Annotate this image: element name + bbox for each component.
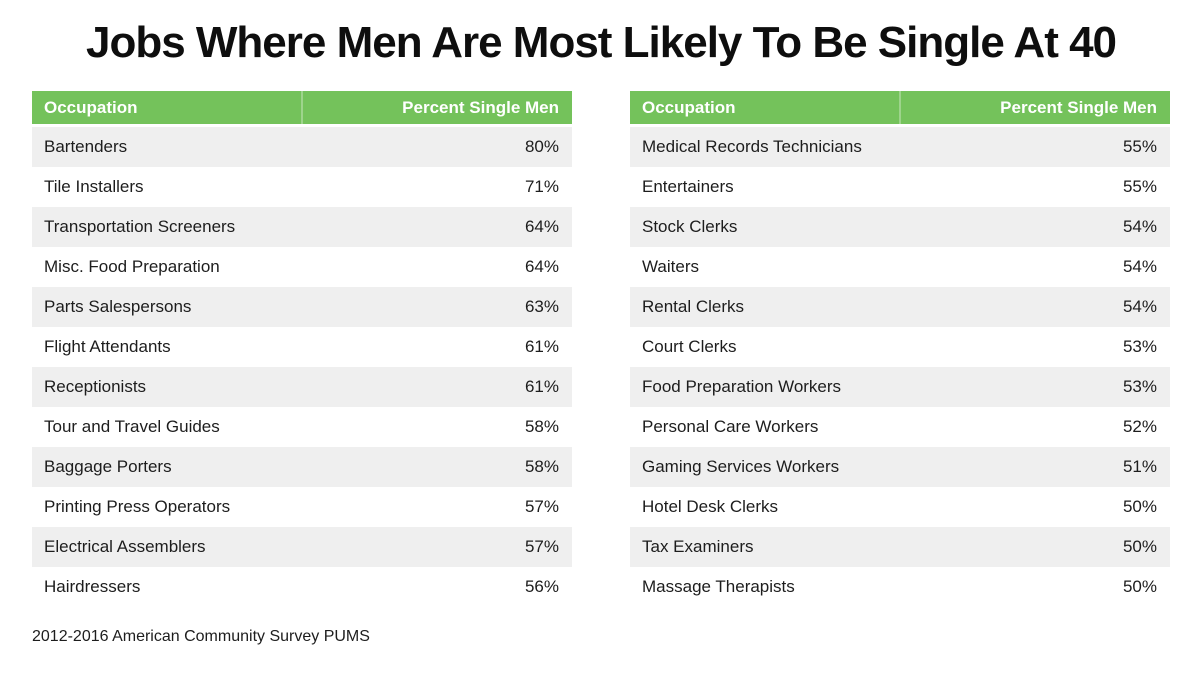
occupation-cell: Rental Clerks [642, 297, 745, 316]
table-row: Personal Care Workers 52% [630, 407, 1170, 447]
percent-cell: 58% [524, 417, 559, 436]
percent-cell: 80% [524, 137, 559, 156]
occupation-cell: Tile Installers [44, 177, 144, 196]
percent-cell: 64% [524, 217, 559, 236]
occupation-cell: Receptionists [44, 377, 147, 396]
table-row: Receptionists 61% [32, 367, 572, 407]
percent-cell: 58% [524, 457, 559, 476]
percent-cell: 54% [1122, 257, 1157, 276]
table-row: Waiters 54% [630, 247, 1170, 287]
occupation-column-header: Occupation [44, 97, 138, 117]
occupation-cell: Hairdressers [44, 577, 141, 596]
occupation-cell: Waiters [642, 257, 699, 276]
occupation-cell: Tax Examiners [642, 537, 754, 556]
percent-cell: 63% [524, 297, 559, 316]
table-row: Entertainers 55% [630, 167, 1170, 207]
table-row: Flight Attendants 61% [32, 327, 572, 367]
occupation-cell: Hotel Desk Clerks [642, 497, 779, 516]
right-table-header: Occupation Percent Single Men [630, 91, 1170, 127]
right-table: Occupation Percent Single Men Medical Re… [630, 91, 1170, 607]
table-row: Tour and Travel Guides 58% [32, 407, 572, 447]
table-row: Bartenders 80% [32, 127, 572, 167]
percent-cell: 71% [524, 177, 559, 196]
percent-cell: 52% [1122, 417, 1157, 436]
occupation-cell: Court Clerks [642, 337, 737, 356]
percent-cell: 56% [524, 577, 559, 596]
table-row: Medical Records Technicians 55% [630, 127, 1170, 167]
percent-column-header: Percent Single Men [898, 91, 1171, 124]
left-table: Occupation Percent Single Men Bartenders… [32, 91, 572, 607]
table-row: Parts Salespersons 63% [32, 287, 572, 327]
occupation-column-header: Occupation [642, 97, 736, 117]
table-row: Hotel Desk Clerks 50% [630, 487, 1170, 527]
percent-cell: 53% [1122, 377, 1157, 396]
table-row: Rental Clerks 54% [630, 287, 1170, 327]
occupation-cell: Massage Therapists [642, 577, 795, 596]
percent-cell: 54% [1122, 217, 1157, 236]
table-row: Baggage Porters 58% [32, 447, 572, 487]
page-title: Jobs Where Men Are Most Likely To Be Sin… [85, 18, 1117, 67]
occupation-cell: Misc. Food Preparation [44, 257, 220, 276]
occupation-cell: Personal Care Workers [642, 417, 819, 436]
occupation-cell: Parts Salespersons [44, 297, 192, 316]
percent-cell: 61% [524, 377, 559, 396]
occupation-cell: Entertainers [642, 177, 734, 196]
table-row: Electrical Assemblers 57% [32, 527, 572, 567]
occupation-cell: Medical Records Technicians [642, 137, 862, 156]
table-row: Printing Press Operators 57% [32, 487, 572, 527]
table-row: Tax Examiners 50% [630, 527, 1170, 567]
percent-cell: 54% [1122, 297, 1157, 316]
table-row: Hairdressers 56% [32, 567, 572, 607]
source-note: 2012-2016 American Community Survey PUMS [32, 628, 370, 645]
left-table-header: Occupation Percent Single Men [32, 91, 572, 127]
right-table-body: Medical Records Technicians 55% Entertaine… [630, 127, 1170, 607]
percent-cell: 51% [1122, 457, 1157, 476]
percent-cell: 55% [1122, 137, 1157, 156]
occupation-cell: Flight Attendants [44, 337, 171, 356]
tables-container: Occupation Percent Single Men Bartenders… [32, 91, 1170, 607]
percent-cell: 57% [524, 497, 559, 516]
table-row: Court Clerks 53% [630, 327, 1170, 367]
table-row: Transportation Screeners 64% [32, 207, 572, 247]
percent-cell: 50% [1122, 577, 1157, 596]
occupation-cell: Bartenders [44, 137, 128, 156]
occupation-cell: Electrical Assemblers [44, 537, 206, 556]
percent-cell: 61% [524, 337, 559, 356]
table-row: Gaming Services Workers 51% [630, 447, 1170, 487]
table-row: Food Preparation Workers 53% [630, 367, 1170, 407]
occupation-cell: Tour and Travel Guides [44, 417, 220, 436]
table-row: Misc. Food Preparation 64% [32, 247, 572, 287]
percent-cell: 57% [524, 537, 559, 556]
left-table-body: Bartenders 80% Tile Installers 71% Transport… [32, 127, 572, 607]
table-row: Massage Therapists 50% [630, 567, 1170, 607]
occupation-cell: Printing Press Operators [44, 497, 231, 516]
percent-cell: 53% [1122, 337, 1157, 356]
occupation-cell: Gaming Services Workers [642, 457, 840, 476]
percent-cell: 50% [1122, 537, 1157, 556]
percent-cell: 55% [1122, 177, 1157, 196]
percent-cell: 50% [1122, 497, 1157, 516]
occupation-cell: Stock Clerks [642, 217, 738, 236]
table-row: Tile Installers 71% [32, 167, 572, 207]
percent-column-header: Percent Single Men [300, 91, 573, 124]
occupation-cell: Baggage Porters [44, 457, 172, 476]
occupation-cell: Transportation Screeners [44, 217, 236, 236]
table-row: Stock Clerks 54% [630, 207, 1170, 247]
percent-cell: 64% [524, 257, 559, 276]
occupation-cell: Food Preparation Workers [642, 377, 842, 396]
